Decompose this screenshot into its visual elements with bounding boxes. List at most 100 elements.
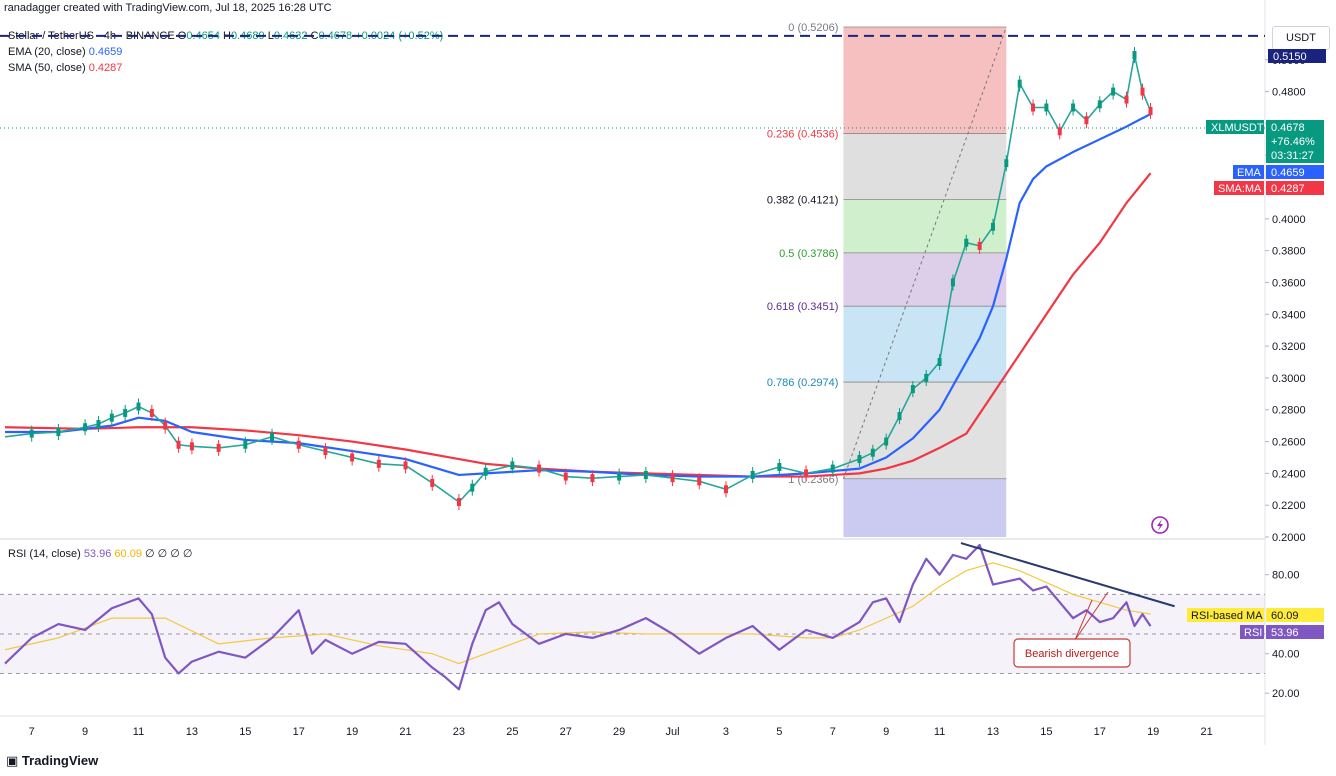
fib-level-label: 0.382 (0.4121) — [767, 195, 839, 207]
price-candle-body — [964, 238, 969, 247]
rsi-tick-label: 80.00 — [1272, 570, 1300, 582]
price-candle-body — [643, 470, 648, 479]
fib-zone — [843, 133, 1007, 200]
price-candle-body — [537, 464, 542, 473]
symbol-price-tag: XLMUSDT 0.4678 +76.46% 03:31:27 — [1206, 120, 1324, 163]
price-candle-body — [950, 278, 955, 287]
symbol-tag-label: XLMUSDT — [1211, 122, 1264, 134]
time-axis[interactable]: 7 9 11 13 15 17 19 21 23 25 27 29 Jul 3 5 7 9 11 13 15 17 19 2… — [29, 726, 1213, 738]
sma-legend-value: 0.4287 — [88, 62, 123, 74]
price-tick-label: 0.2400 — [1272, 468, 1306, 480]
price-candle-body — [96, 420, 101, 429]
fib-zone — [843, 382, 1007, 479]
price-candle-body — [1017, 79, 1022, 88]
bearish-divergence-callout[interactable]: Bearish divergence — [1013, 591, 1131, 668]
price-tick-label: 0.2600 — [1272, 437, 1306, 449]
rsi-pane — [0, 542, 1265, 691]
price-tick-label: 0.3400 — [1272, 309, 1306, 321]
fib-zone — [843, 199, 1007, 253]
rsi-ma-tag-label: RSI-based MA — [1191, 610, 1263, 622]
rsi-ma-tag: RSI-based MA 60.09 — [1187, 608, 1324, 622]
price-candle-body — [1148, 106, 1153, 115]
fib-level-label: 0.786 (0.2974) — [767, 377, 839, 389]
price-tick-label: 0.2800 — [1272, 405, 1306, 417]
fib-level-label: 0 (0.5206) — [788, 22, 838, 34]
fib-zone — [843, 478, 1007, 537]
price-candle-body — [136, 402, 141, 411]
ema-legend-row[interactable]: EMA (20, close) 0.4659 — [8, 44, 443, 60]
time-tick-label: 15 — [239, 726, 251, 738]
open-value: 0.4654 — [186, 30, 220, 42]
ema-price-tag: EMA 0.4659 — [1233, 165, 1324, 179]
time-tick-label: 21 — [1200, 726, 1212, 738]
rsi-ma-line — [4, 562, 1151, 665]
rsi-tag-value: 53.96 — [1271, 627, 1299, 639]
price-candle-body — [563, 472, 568, 481]
price-candle-body — [216, 443, 221, 452]
price-candle-body — [123, 408, 128, 417]
price-candle-body — [456, 498, 461, 507]
fib-zone — [843, 26, 1007, 134]
fib-level-label: 0.618 (0.3451) — [767, 301, 839, 313]
price-candle-body — [189, 442, 194, 451]
sma-price-tag: SMA:MA 0.4287 — [1214, 181, 1324, 195]
time-tick-label: 17 — [293, 726, 305, 738]
rsi-legend[interactable]: RSI (14, close) 53.96 60.09 ∅ ∅ ∅ ∅ — [8, 547, 193, 560]
tradingview-brand: TradingView — [21, 753, 99, 768]
time-tick-label: 9 — [82, 726, 88, 738]
price-candle-body — [1071, 103, 1076, 112]
price-candle-body — [617, 472, 622, 481]
time-tick-label: 15 — [1040, 726, 1052, 738]
price-candle-body — [270, 432, 275, 441]
time-tick-label: 7 — [830, 726, 836, 738]
price-candle-body — [403, 461, 408, 470]
rsi-legend-ma: 60.09 — [114, 548, 142, 560]
price-candle-body — [376, 459, 381, 468]
price-candle-body — [163, 421, 168, 430]
currency-selector[interactable]: USDT — [1272, 26, 1330, 50]
sma-legend-row[interactable]: SMA (50, close) 0.4287 — [8, 60, 443, 76]
rsi-tag-label: RSI — [1244, 627, 1262, 639]
price-candle-body — [830, 464, 835, 473]
price-candle-body — [83, 423, 88, 432]
chart-credit: ranadagger created with TradingView.com,… — [4, 2, 332, 14]
symbol-name[interactable]: Stellar / TetherUS · 4h · BINANCE — [8, 30, 175, 42]
time-tick-label: 23 — [453, 726, 465, 738]
low-label: L — [267, 30, 274, 42]
resistance-price-label: 0.5150 — [1273, 51, 1307, 63]
fib-trend-line — [842, 26, 1007, 479]
time-tick-label: 13 — [987, 726, 999, 738]
price-candle-body — [977, 241, 982, 250]
price-candle-body — [149, 408, 154, 417]
symbol-tag-price: 0.4678 — [1271, 122, 1305, 134]
price-candle-body — [804, 469, 809, 478]
bearish-divergence-label: Bearish divergence — [1025, 648, 1119, 660]
symbol-tag-change: +76.46% — [1271, 136, 1315, 148]
price-candle-body — [670, 474, 675, 483]
price-tick-label: 0.3200 — [1272, 341, 1306, 353]
price-candle-body — [750, 470, 755, 479]
resistance-price-tag: 0.5150 — [1268, 49, 1326, 63]
close-value: 0.4678 — [318, 30, 353, 42]
price-candle-body — [910, 385, 915, 394]
price-candle-body — [296, 440, 301, 449]
time-tick-label: 13 — [186, 726, 198, 738]
price-candle-body — [243, 440, 248, 449]
lightning-icon[interactable] — [1151, 516, 1169, 534]
rsi-tag: RSI 53.96 — [1240, 625, 1324, 639]
price-tick-label: 0.3600 — [1272, 277, 1306, 289]
time-tick-label: 5 — [776, 726, 782, 738]
rsi-line — [4, 543, 1152, 691]
fibonacci-retracement[interactable]: 0 (0.5206) 0.236 (0.4536) 0.382 (0.4121) 0.… — [767, 22, 1007, 537]
price-candle-body — [590, 474, 595, 483]
time-tick-label: 9 — [883, 726, 889, 738]
price-candle-body — [777, 463, 782, 472]
sma-legend-label: SMA (50, close) — [8, 62, 86, 74]
price-candle-body — [1057, 127, 1062, 136]
price-candle-body — [870, 448, 875, 457]
price-candle-body — [990, 222, 995, 231]
time-tick-label: 17 — [1094, 726, 1106, 738]
time-tick-label: 29 — [613, 726, 625, 738]
tradingview-logo[interactable]: ▣ TradingView — [6, 753, 98, 769]
